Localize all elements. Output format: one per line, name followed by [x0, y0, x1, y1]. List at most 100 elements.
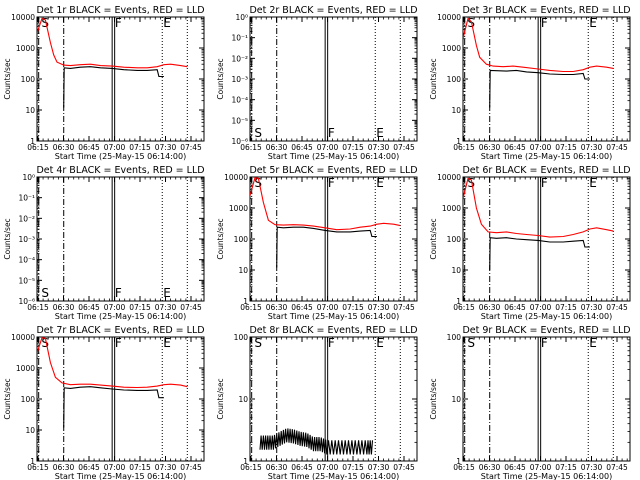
x-tick-label: 06:45: [504, 463, 526, 472]
x-axis-label: Start Time (25-May-15 06:14:00): [55, 472, 186, 480]
y-tick-label: 1: [456, 137, 461, 146]
x-tick-label: 06:45: [504, 303, 526, 312]
x-tick-label: 07:00: [104, 303, 126, 312]
x-tick-label: 07:15: [129, 143, 151, 152]
x-tick-label: 07:30: [155, 143, 177, 152]
y-tick-label: 10: [451, 106, 461, 115]
y-tick-label: 10⁻¹: [231, 34, 248, 43]
x-tick-label: 06:15: [453, 303, 475, 312]
marker-e: E: [376, 336, 384, 350]
y-axis-label: Counts/sec: [429, 378, 438, 419]
y-tick-label: 100: [234, 235, 249, 244]
x-tick-label: 06:15: [240, 463, 262, 472]
x-tick-label: 07:15: [129, 303, 151, 312]
y-axis-label: Counts/sec: [3, 218, 12, 259]
x-tick-label: 07:30: [155, 463, 177, 472]
y-tick-label: 1: [30, 137, 35, 146]
marker-f: F: [541, 336, 548, 350]
y-tick-label: 10000: [11, 13, 35, 22]
y-tick-label: 10⁻²: [231, 54, 248, 63]
y-axis-label: Counts/sec: [429, 58, 438, 99]
x-axis-label: Start Time (25-May-15 06:14:00): [55, 152, 186, 161]
x-tick-label: 06:45: [291, 143, 313, 152]
x-axis-label: Start Time (25-May-15 06:14:00): [481, 312, 612, 321]
x-axis-label: Start Time (25-May-15 06:14:00): [268, 472, 399, 480]
y-tick-label: 10: [25, 106, 35, 115]
marker-f: F: [541, 176, 548, 190]
marker-s: S: [254, 126, 262, 140]
plot-frame: [36, 16, 205, 142]
y-tick-label: 10⁻⁵: [231, 116, 248, 125]
y-tick-label: 10: [25, 426, 35, 435]
plot-frame: [462, 176, 631, 302]
y-tick-label: 10: [238, 266, 248, 275]
y-tick-label: 1: [456, 457, 461, 466]
plot-frame: [249, 16, 418, 142]
y-tick-label: 10⁻³: [18, 235, 35, 244]
x-tick-label: 07:15: [129, 463, 151, 472]
x-axis-label: Start Time (25-May-15 06:14:00): [268, 312, 399, 321]
events-series-line: [63, 386, 164, 428]
marker-e: E: [589, 336, 597, 350]
marker-s: S: [41, 16, 49, 30]
y-tick-label: 100: [447, 235, 462, 244]
plot-frame: [462, 16, 631, 142]
panel-title: Det 7r BLACK = Events, RED = LLD: [36, 325, 204, 336]
x-tick-label: 06:30: [479, 143, 501, 152]
panel-det-1: Det 1r BLACK = Events, RED = LLD 1 10 100 10…: [3, 5, 205, 161]
x-tick-label: 07:30: [581, 463, 603, 472]
marker-e: E: [589, 16, 597, 30]
marker-f: F: [328, 176, 335, 190]
events-series-line: [489, 237, 590, 271]
y-tick-label: 10000: [437, 13, 461, 22]
x-tick-label: 07:00: [317, 143, 339, 152]
marker-s: S: [41, 286, 49, 300]
y-tick-label: 10⁻⁶: [231, 137, 248, 146]
panel-det-7: Det 7r BLACK = Events, RED = LLD 1 10 100 10…: [3, 325, 205, 480]
y-tick-label: 100: [447, 333, 462, 342]
x-tick-label: 07:30: [368, 303, 390, 312]
x-tick-label: 07:00: [317, 463, 339, 472]
plot-frame: [36, 176, 205, 302]
events-series-line: [63, 66, 164, 108]
y-tick-label: 10000: [437, 173, 461, 182]
x-tick-label: 07:45: [393, 463, 415, 472]
x-tick-label: 06:30: [53, 143, 75, 152]
x-tick-label: 06:30: [53, 303, 75, 312]
x-tick-label: 06:30: [53, 463, 75, 472]
x-tick-label: 07:30: [368, 143, 390, 152]
lld-series-line: [463, 17, 614, 73]
y-axis-label: Counts/sec: [216, 378, 225, 419]
y-tick-label: 10000: [11, 333, 35, 342]
marker-s: S: [467, 176, 475, 190]
marker-f: F: [115, 336, 122, 350]
y-tick-label: 1: [243, 457, 248, 466]
marker-s: S: [254, 336, 262, 350]
y-tick-label: 10⁻⁴: [18, 256, 35, 265]
y-tick-label: 1: [456, 297, 461, 306]
panel-det-6: Det 6r BLACK = Events, RED = LLD 1 10 100 10…: [429, 165, 631, 321]
y-tick-label: 1: [243, 297, 248, 306]
y-tick-label: 10: [238, 395, 248, 404]
x-tick-label: 07:15: [555, 303, 577, 312]
x-tick-label: 07:45: [606, 463, 628, 472]
x-tick-label: 06:15: [27, 143, 49, 152]
panel-title: Det 1r BLACK = Events, RED = LLD: [36, 5, 204, 16]
lld-series-line: [37, 17, 188, 69]
y-tick-label: 10⁻⁵: [18, 276, 35, 285]
y-tick-label: 100: [21, 395, 36, 404]
x-tick-label: 07:45: [393, 303, 415, 312]
x-tick-label: 06:30: [266, 143, 288, 152]
plot-frame: [462, 336, 631, 462]
x-tick-label: 07:45: [606, 143, 628, 152]
y-axis-label: Counts/sec: [216, 218, 225, 259]
marker-e: E: [163, 16, 171, 30]
marker-s: S: [467, 336, 475, 350]
x-tick-label: 06:15: [453, 463, 475, 472]
x-tick-label: 06:30: [266, 303, 288, 312]
y-tick-label: 10⁻¹: [18, 194, 35, 203]
marker-e: E: [376, 176, 384, 190]
marker-s: S: [254, 176, 262, 190]
y-tick-label: 1000: [442, 204, 461, 213]
